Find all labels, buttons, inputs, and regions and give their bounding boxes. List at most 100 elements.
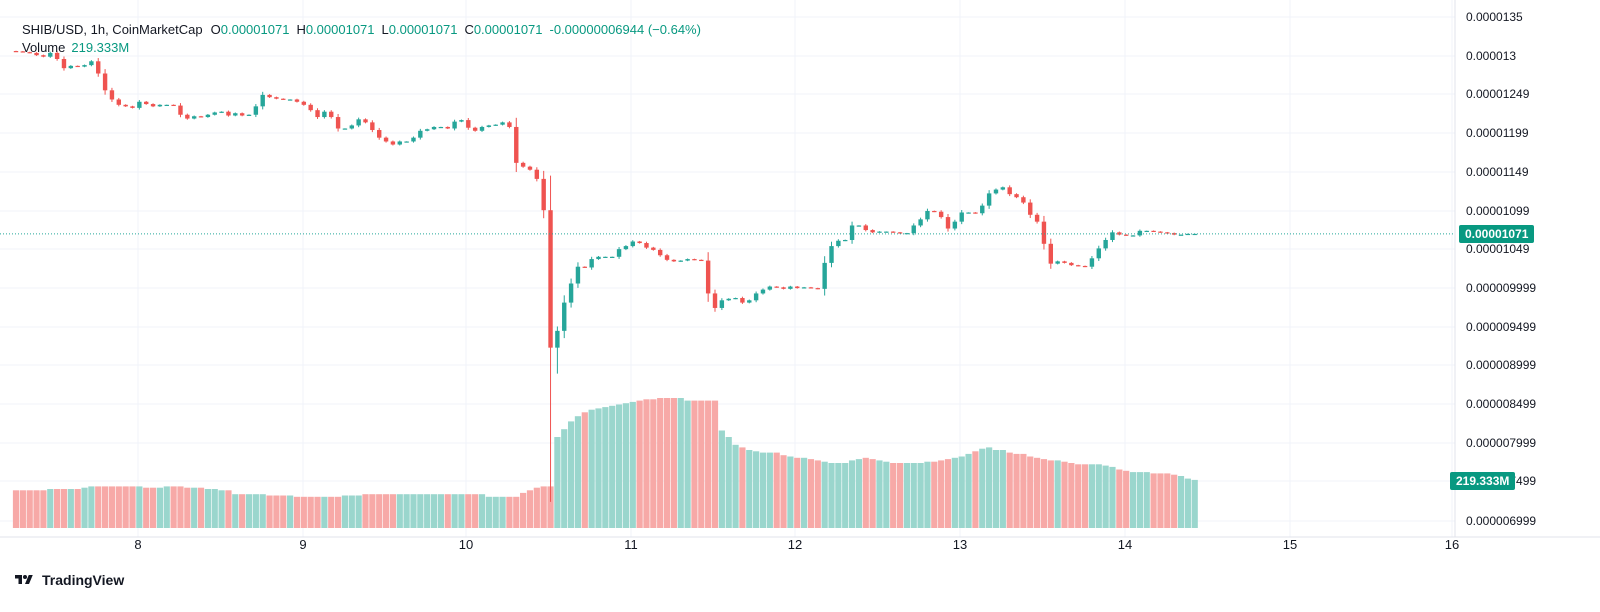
volume-bar [12,490,20,528]
volume-bar [622,403,630,528]
y-tick-label: 0.00001199 [1466,126,1529,140]
volume-bar [657,398,664,528]
volume-bar [800,457,808,528]
volume-bar [1109,466,1116,528]
volume-bar [958,456,965,528]
volume-bar [499,496,506,528]
candle-body [1014,194,1019,198]
candle-body [68,65,74,69]
candle-body [287,99,293,101]
volume-bar [698,400,705,528]
candle-body [520,162,526,167]
close-label: C [464,22,474,37]
axis-layer: 0.0000135 0.000013 0.00001249 0.00001199 0.0… [0,0,1600,552]
candle-body [130,106,135,108]
symbol-title[interactable]: SHIB/USD, 1h, CoinMarketCap [22,22,203,37]
candle-body [534,169,540,179]
candle-body [308,104,313,111]
volume-label[interactable]: Volume [22,40,66,55]
candle-body [932,210,937,213]
volume-bar [855,459,863,528]
volume-bar [225,490,232,528]
candle-body [603,256,608,258]
candle-body [918,219,923,226]
candle-body [911,225,916,234]
x-tick-label: 13 [953,537,967,552]
candle-body [555,330,560,348]
volume-bar [972,451,979,528]
candle-body [171,104,176,107]
volume-bar [47,489,54,528]
volume-bar [999,450,1006,528]
volume-bar [1033,457,1041,528]
tradingview-logo-icon[interactable] [12,573,36,587]
volume-bar [232,494,239,528]
volume-bar [437,494,444,528]
volume-bar [163,486,170,528]
volume-bar [1123,470,1130,528]
candle-body [884,231,889,233]
volume-bar [862,457,869,528]
volume-bar [465,494,472,528]
volume-bar [191,487,198,528]
candle-body [34,52,39,56]
volume-bar [108,486,116,528]
candle-body [651,247,656,250]
volume-bar [1177,476,1185,528]
volume-bar [287,495,294,528]
volume-bar [533,487,540,528]
candle-body [527,166,533,170]
volume-bar [629,401,636,528]
candle-body [760,289,766,294]
candle-body [781,287,786,289]
volume-bar [204,489,211,528]
candle-body [795,286,800,289]
candle-body [959,212,964,222]
candle-body [363,119,368,123]
volume-bar [1129,472,1137,528]
volume-bar [348,495,355,528]
volume-bar [1075,464,1082,528]
candle-body [1185,233,1191,236]
volume-bar [910,463,917,528]
open-value: 0.00001071 [220,22,290,37]
volume-bar [458,494,465,528]
volume-bar [643,399,650,528]
volume-bar [890,463,897,528]
volume-bar [67,489,74,528]
volume-bar [1191,479,1198,528]
volume-bar [869,459,876,528]
candle-body [335,117,341,129]
candle-body [267,94,272,98]
volume-bar [574,416,582,528]
volume-bar [252,494,259,528]
tradingview-brand[interactable]: TradingView [42,572,125,588]
chart-area[interactable]: 0.0000135 0.000013 0.00001249 0.00001199 0.0… [0,0,1600,560]
volume-bar [19,490,26,528]
volume-bar [567,421,575,528]
open-label: O [210,22,221,37]
high-label: H [296,22,306,37]
volume-bar [40,490,47,528]
candle-body [589,259,594,268]
volume-bar [520,492,527,528]
volume-bar [670,398,677,528]
volume-bar [1136,472,1143,528]
volume-bar [362,494,369,528]
candle-body [993,189,999,194]
candle-body [48,52,53,57]
volume-bar [944,459,952,528]
candle-body [27,52,32,54]
candlestick-chart[interactable]: 0.0000135 0.000013 0.00001249 0.00001199 0.0… [0,0,1600,560]
candle-body [925,210,930,220]
y-tick-label: 0.00001249 [1466,87,1530,101]
volume-bar [766,452,773,528]
candle-body [863,225,868,231]
volume-bar [684,400,691,528]
candle-body [1103,239,1108,249]
candle-body [1055,261,1060,264]
volume-bar [1061,461,1068,528]
volume-bar [848,460,856,528]
volume-bar [101,486,109,528]
candle-body [418,130,423,138]
